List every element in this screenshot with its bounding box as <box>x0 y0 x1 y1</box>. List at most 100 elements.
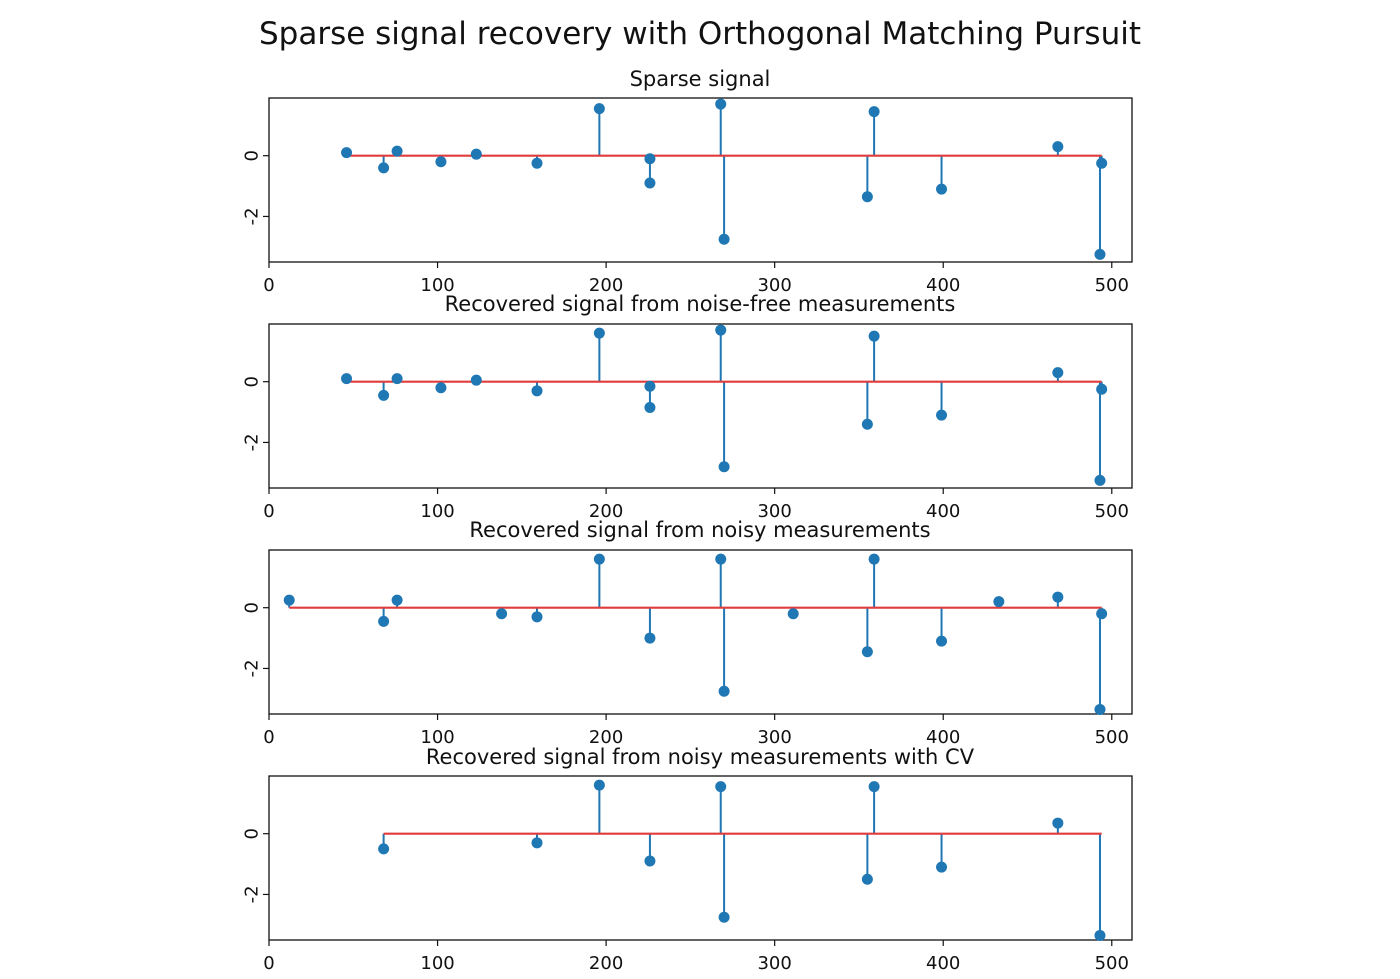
stem-marker <box>531 157 543 169</box>
stem-marker <box>861 418 873 430</box>
stem-marker <box>936 635 948 647</box>
stem-marker <box>644 855 656 867</box>
x-tick-label: 0 <box>263 727 274 748</box>
stem-marker <box>644 380 656 392</box>
stem-marker <box>644 632 656 644</box>
subplot-title: Sparse signal <box>630 67 771 91</box>
x-tick-label: 200 <box>589 275 623 296</box>
x-tick-label: 300 <box>757 275 791 296</box>
stem-markers <box>341 324 1108 486</box>
y-tick-label: -2 <box>242 659 263 677</box>
axis-ticks: 0 100 200 300 400 500 0 -2 <box>242 376 1129 522</box>
stem-marker <box>787 608 799 620</box>
x-tick-label: 0 <box>263 501 274 522</box>
figure-suptitle: Sparse signal recovery with Orthogonal M… <box>259 16 1141 52</box>
stem-marker <box>644 177 656 189</box>
x-tick-label: 200 <box>589 953 623 974</box>
subplot-title: Recovered signal from noisy measurements <box>469 518 930 542</box>
x-tick-label: 400 <box>926 275 960 296</box>
stem-marker <box>715 324 727 336</box>
x-tick-label: 300 <box>757 501 791 522</box>
stem-markers <box>341 98 1108 260</box>
subplot-title: Recovered signal from noise-free measure… <box>445 292 956 316</box>
x-tick-label: 0 <box>263 275 274 296</box>
stem-marker <box>435 382 447 394</box>
stem-marker <box>718 233 730 245</box>
subplot-recovered-noisy-cv: Recovered signal from noisy measurements… <box>242 745 1133 974</box>
stem-marker <box>868 330 880 342</box>
stem-marker <box>1052 591 1064 603</box>
x-tick-label: 500 <box>1095 727 1129 748</box>
stem-marker <box>391 145 403 157</box>
plot-frame <box>268 775 1133 941</box>
y-tick-label: 0 <box>242 602 263 613</box>
stem-marker <box>341 373 353 385</box>
x-tick-label: 200 <box>589 501 623 522</box>
plot-frame <box>268 549 1133 715</box>
stem-marker <box>1096 157 1108 169</box>
stem-marker <box>718 461 730 473</box>
stem-marker <box>718 911 730 923</box>
stem-marker <box>1052 817 1064 829</box>
stem-marker <box>868 781 880 793</box>
x-tick-label: 500 <box>1095 953 1129 974</box>
stem-marker <box>531 385 543 397</box>
stem-lines <box>345 104 1103 255</box>
stem-marker <box>378 615 390 627</box>
stem-lines <box>288 559 1103 710</box>
y-tick-label: 0 <box>242 828 263 839</box>
stem-marker <box>1094 474 1106 486</box>
stem-marker <box>531 611 543 623</box>
x-tick-label: 300 <box>757 953 791 974</box>
x-tick-label: 400 <box>926 953 960 974</box>
y-tick-label: 0 <box>242 376 263 387</box>
subplot-title: Recovered signal from noisy measurements… <box>426 745 975 769</box>
subplot-sparse-signal: Sparse signal 0 100 200 300 400 500 0 -2 <box>242 67 1133 296</box>
stem-marker <box>391 594 403 606</box>
stem-marker <box>470 148 482 160</box>
x-tick-label: 100 <box>420 501 454 522</box>
x-tick-label: 500 <box>1095 501 1129 522</box>
stem-marker <box>378 389 390 401</box>
stem-marker <box>435 156 447 168</box>
stem-marker <box>644 153 656 165</box>
stem-marker <box>936 409 948 421</box>
x-tick-label: 300 <box>757 727 791 748</box>
stem-marker <box>593 553 605 565</box>
stem-marker <box>593 103 605 115</box>
axis-ticks: 0 100 200 300 400 500 0 -2 <box>242 150 1129 296</box>
y-tick-label: 0 <box>242 150 263 161</box>
stem-marker <box>936 183 948 195</box>
stem-marker <box>341 147 353 159</box>
stem-lines <box>345 330 1103 481</box>
stem-marker <box>1096 608 1108 620</box>
stem-marker <box>378 843 390 855</box>
stem-marker <box>644 402 656 414</box>
stem-markers <box>283 553 1108 715</box>
stem-marker <box>1094 929 1106 941</box>
x-tick-label: 200 <box>589 727 623 748</box>
subplot-recovered-noisy: Recovered signal from noisy measurements… <box>242 518 1133 748</box>
stem-marker <box>1096 383 1108 395</box>
stem-marker <box>1094 248 1106 260</box>
stem-lines <box>382 785 1101 936</box>
stem-marker <box>868 553 880 565</box>
stem-marker <box>531 837 543 849</box>
y-tick-label: -2 <box>242 433 263 451</box>
x-tick-label: 100 <box>420 727 454 748</box>
stem-marker <box>593 779 605 791</box>
x-tick-label: 100 <box>420 275 454 296</box>
stem-marker <box>936 861 948 873</box>
axis-ticks: 0 100 200 300 400 500 0 -2 <box>242 828 1129 974</box>
stem-marker <box>715 553 727 565</box>
subplot-recovered-noise-free: Recovered signal from noise-free measure… <box>242 292 1133 522</box>
stem-marker <box>470 374 482 386</box>
x-tick-label: 500 <box>1095 275 1129 296</box>
x-tick-label: 400 <box>926 501 960 522</box>
stem-marker <box>993 596 1005 608</box>
x-tick-label: 0 <box>263 953 274 974</box>
axis-ticks: 0 100 200 300 400 500 0 -2 <box>242 602 1129 748</box>
stem-marker <box>1052 141 1064 153</box>
stem-marker <box>861 646 873 658</box>
